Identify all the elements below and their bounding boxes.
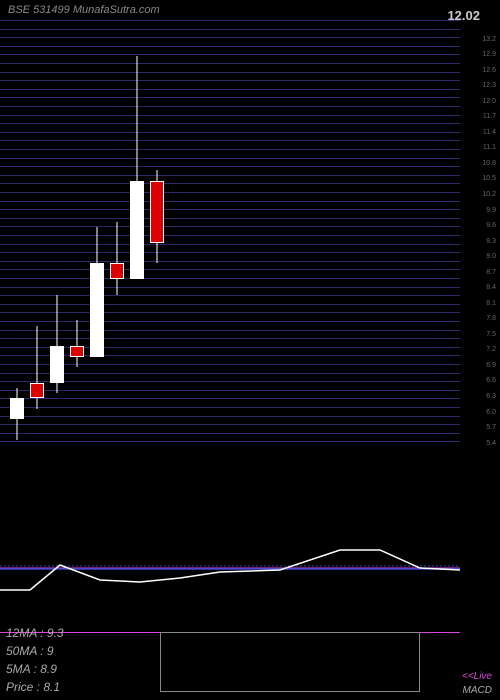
legend-box xyxy=(160,632,420,692)
ma50-value: 50MA : 9 xyxy=(6,642,64,660)
y-axis-labels: 13.212.912.612.312.011.711.411.110.810.5… xyxy=(460,20,498,450)
current-price: 12.02 xyxy=(447,8,480,23)
candlestick-chart xyxy=(0,20,460,450)
live-label: <<Live xyxy=(462,671,492,682)
ma12-value: 12MA : 9.3 xyxy=(6,624,64,642)
macd-panel: 12MA : 9.3 50MA : 9 5MA : 8.9 Price : 8.… xyxy=(0,470,500,700)
ma5-value: 5MA : 8.9 xyxy=(6,660,64,678)
macd-chart xyxy=(0,540,460,600)
macd-label: MACD xyxy=(463,685,492,696)
grid-lines xyxy=(0,20,460,450)
chart-header: BSE 531499 MunafaSutra.com xyxy=(8,4,160,16)
signal-line xyxy=(0,550,460,590)
ma-info: 12MA : 9.3 50MA : 9 5MA : 8.9 Price : 8.… xyxy=(6,624,64,696)
price-value: Price : 8.1 xyxy=(6,678,64,696)
